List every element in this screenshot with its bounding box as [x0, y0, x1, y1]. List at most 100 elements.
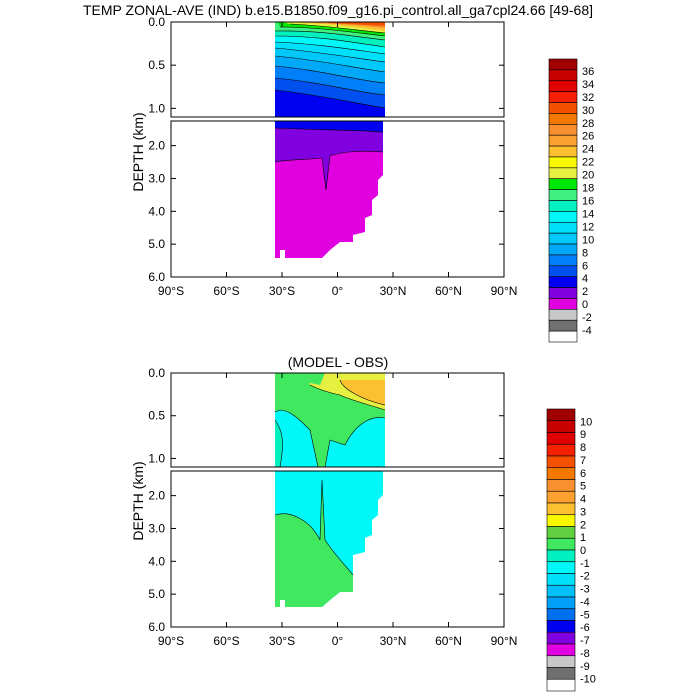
- colorbar-swatch: [546, 573, 576, 586]
- colorbar-label: -4: [580, 596, 590, 608]
- colorbar-label: 34: [582, 79, 594, 91]
- axes: 90°S 60°S 30°S 0° 30°N 60°N 90°N 0.0 0.5 1.0 2.0 3.…: [148, 366, 517, 648]
- y-tick-label: 0.5: [148, 409, 165, 423]
- colorbar-label: 8: [582, 247, 588, 259]
- x-tick-label: 0°: [332, 284, 344, 298]
- colorbar-swatch: [546, 502, 576, 516]
- x-tick-label: 60°S: [213, 634, 239, 648]
- colorbar-swatch: [548, 80, 578, 92]
- colorbar-label: -5: [580, 609, 590, 621]
- colorbar-label: -4: [582, 325, 592, 337]
- colorbar-swatch: [546, 490, 576, 504]
- colorbar-swatch: [548, 232, 578, 245]
- colorbar-label: 10: [582, 234, 594, 246]
- colorbar-swatch: [548, 124, 578, 136]
- y-tick-label: 4.0: [148, 554, 165, 568]
- colorbar-swatch: [548, 178, 578, 190]
- x-tick-label: 60°N: [435, 634, 462, 648]
- y-tick-label: 0.5: [148, 58, 165, 72]
- colorbar-swatch: [548, 276, 578, 288]
- colorbar-swatch: [546, 443, 576, 457]
- lower-depth-plot: [170, 470, 505, 628]
- colorbar-swatch: [546, 643, 576, 657]
- upper-depth-plot: [170, 21, 505, 118]
- colorbar-swatch: [548, 254, 578, 267]
- difference-panel: (MODEL - OBS): [130, 354, 596, 692]
- colorbar-swatch: [548, 243, 578, 256]
- colorbar-swatch: [546, 667, 576, 680]
- colorbar-swatch: [546, 526, 576, 539]
- colorbar-swatch: [548, 113, 578, 125]
- y-tick-label: 4.0: [148, 204, 165, 218]
- y-tick-label: 5.0: [148, 587, 165, 601]
- colorbar-label: 5: [580, 481, 586, 493]
- y-tick-label: 2.0: [148, 139, 165, 153]
- colorbar-swatch: [548, 167, 578, 180]
- colorbar-swatch: [548, 102, 578, 114]
- colorbar-label: -2: [580, 571, 590, 583]
- y-tick-label: 1.0: [148, 101, 165, 115]
- temp-band: [275, 121, 383, 132]
- colorbar-swatch: [546, 408, 576, 422]
- axes: 90°S 60°S 30°S 0° 30°N 60°N 90°N 0.0 0.5 1.0 2.0 3.…: [148, 15, 517, 298]
- x-tick-label: 90°S: [158, 634, 184, 648]
- x-tick-label: 30°N: [380, 284, 407, 298]
- colorbar-label: -9: [580, 661, 590, 673]
- colorbar-swatch: [548, 58, 578, 71]
- diff-band: [275, 480, 353, 607]
- colorbar-swatch: [546, 620, 576, 633]
- colorbar-swatch: [548, 309, 578, 321]
- y-tick-label: 3.0: [148, 521, 165, 535]
- colorbar-label: 3: [580, 506, 586, 518]
- colorbar-label: -8: [580, 648, 590, 660]
- colorbar-swatch: [546, 420, 576, 433]
- colorbar-swatch: [548, 287, 578, 299]
- colorbar-label: 0: [582, 299, 588, 311]
- colorbar-label: 14: [582, 208, 594, 220]
- x-tick-label: 60°N: [435, 284, 462, 298]
- colorbar-label: 0: [580, 545, 586, 557]
- colorbar-swatch: [548, 69, 578, 82]
- y-axis-label: DEPTH (km): [130, 461, 146, 540]
- colorbar-swatch: [548, 200, 578, 212]
- y-tick-label: 6.0: [148, 620, 165, 634]
- colorbar-label: 6: [582, 260, 588, 272]
- colorbar-label: 4: [580, 494, 586, 506]
- colorbar-swatch: [546, 655, 576, 668]
- colorbar-swatch: [548, 330, 578, 343]
- colorbar-swatch: [548, 221, 578, 234]
- colorbar-swatch: [546, 584, 576, 598]
- colorbar-swatch: [548, 145, 578, 158]
- colorbar-label: -6: [580, 622, 590, 634]
- chart-title: TEMP ZONAL-AVE (IND) b.e15.B1850.f09_g16…: [83, 2, 593, 18]
- colorbar-label: 32: [582, 92, 594, 104]
- colorbar-swatch: [546, 432, 576, 445]
- x-tick-label: 0°: [332, 634, 344, 648]
- colorbar-swatch: [548, 156, 578, 169]
- colorbar-label: 2: [580, 519, 586, 531]
- colorbar-swatch: [546, 537, 576, 551]
- colorbar-swatch: [546, 479, 576, 492]
- colorbar-swatch: [546, 608, 576, 621]
- lower-depth-plot: [170, 120, 505, 278]
- colorbar-label: 18: [582, 183, 594, 195]
- colorbar-label: 24: [582, 144, 594, 156]
- colorbar-swatch: [546, 455, 576, 469]
- colorbar-swatch: [546, 596, 576, 610]
- colorbar-swatch: [548, 265, 578, 277]
- colorbar-label: 28: [582, 118, 594, 130]
- y-tick-label: 6.0: [148, 270, 165, 284]
- colorbar-label: -3: [580, 584, 590, 596]
- contour-lines: [274, 23, 386, 109]
- y-tick-label: 5.0: [148, 237, 165, 251]
- colorbar-label: 1: [580, 532, 586, 544]
- colorbar-label: 6: [580, 468, 586, 480]
- colorbar-label: -1: [580, 558, 590, 570]
- x-tick-label: 60°S: [213, 284, 239, 298]
- colorbar-swatch: [546, 549, 576, 563]
- colorbar-label: 26: [582, 131, 594, 143]
- colorbar-swatch: [548, 319, 578, 332]
- x-tick-label: 90°N: [491, 634, 518, 648]
- chart-title: (MODEL - OBS): [288, 354, 389, 370]
